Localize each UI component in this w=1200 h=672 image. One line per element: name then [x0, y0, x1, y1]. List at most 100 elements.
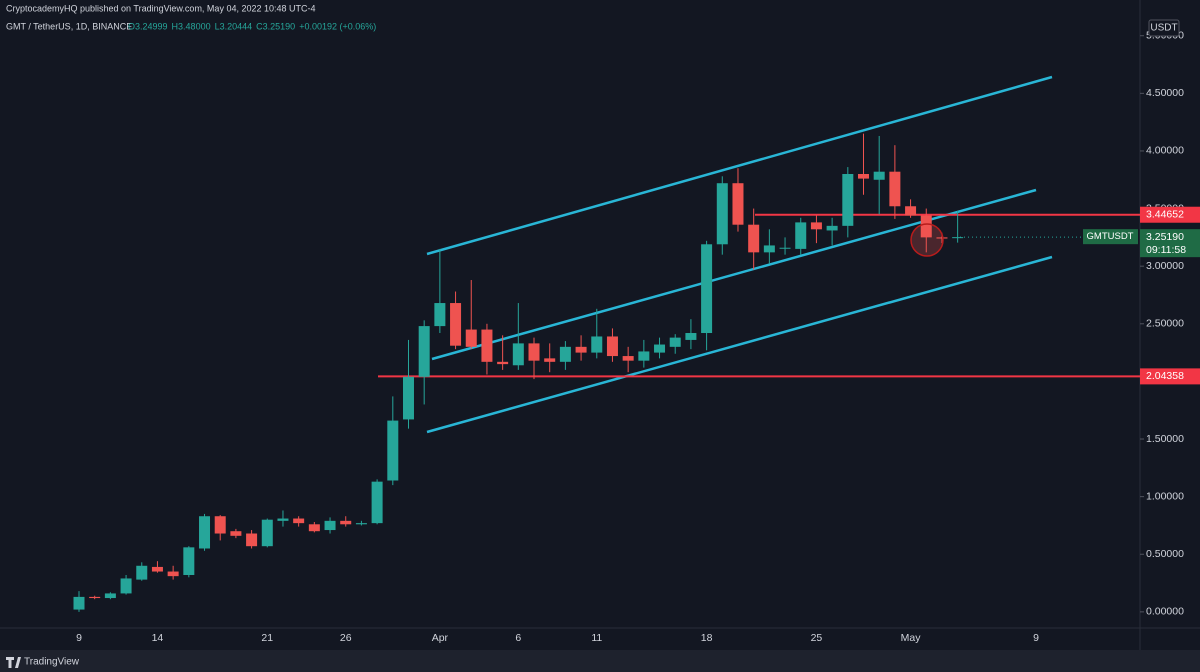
- candle-body: [575, 346, 587, 353]
- candle-body: [277, 518, 289, 521]
- price-axis: 0.000000.500001.000001.500002.000002.500…: [76, 30, 1200, 644]
- candle-body: [842, 173, 854, 226]
- candle-body: [355, 523, 367, 525]
- candle-body: [952, 237, 964, 239]
- symbol-label: GMTUSDT: [1087, 231, 1134, 242]
- x-tick-label: May: [901, 632, 922, 644]
- candle-body: [654, 344, 666, 353]
- candle-body: [701, 244, 713, 334]
- candle-body: [199, 516, 211, 549]
- candle-body: [324, 520, 336, 531]
- candle-body: [293, 518, 305, 524]
- ohlc-legend: O3.24999 H3.48000 L3.20444 C3.25190 +0.00192…: [128, 21, 376, 31]
- y-tick-label: 4.00000: [1146, 145, 1184, 157]
- candle-body: [151, 566, 163, 572]
- price-line-label: 3.44652: [1146, 209, 1184, 221]
- logo-text: TradingView: [24, 657, 80, 668]
- legend-value: +0.00192 (+0.06%): [299, 21, 376, 31]
- candle-body: [748, 224, 760, 253]
- candle-body: [544, 358, 556, 362]
- candle-body: [779, 247, 791, 249]
- x-tick-label: Apr: [432, 632, 449, 644]
- drawings: [426, 75, 1053, 434]
- candle-body: [230, 531, 242, 536]
- currency-label: USDT: [1150, 23, 1177, 34]
- price-line-label: 2.04358: [1146, 370, 1184, 382]
- y-tick-label: 4.50000: [1146, 87, 1184, 99]
- legend-value: H3.48000: [172, 21, 211, 31]
- last-price-box: [1140, 229, 1200, 258]
- candle-body: [606, 336, 618, 357]
- footer-bar: [0, 650, 1200, 672]
- candle-body: [512, 343, 524, 366]
- price-line-box: [1140, 206, 1200, 223]
- candle-body: [497, 361, 509, 365]
- publisher-line: CryptocademyHQ published on TradingView.…: [6, 3, 316, 13]
- candle-body: [669, 337, 681, 347]
- candle-body: [340, 520, 352, 525]
- candle-body: [214, 516, 226, 534]
- channel-middle: [431, 188, 1037, 361]
- x-tick-label: 9: [76, 632, 82, 644]
- candle-body: [858, 173, 869, 179]
- x-tick-label: 11: [591, 632, 602, 644]
- candle-body: [120, 578, 132, 594]
- candle-body: [936, 237, 948, 239]
- candle-body: [387, 420, 399, 481]
- candle-body: [371, 481, 383, 524]
- symbol-box: [1083, 229, 1138, 245]
- highlight-circle: [910, 223, 944, 257]
- candle-body: [716, 183, 728, 245]
- candle-body: [826, 225, 838, 231]
- x-tick-label: 18: [701, 632, 713, 644]
- candle-body: [183, 547, 195, 575]
- candle-body: [528, 343, 540, 361]
- candle-body: [810, 222, 822, 230]
- candle-body: [261, 519, 273, 547]
- candle-body: [450, 303, 462, 346]
- candle-body: [622, 356, 634, 361]
- x-tick-label: 21: [261, 632, 273, 644]
- candle-body: [873, 171, 885, 180]
- candle-body: [763, 245, 775, 253]
- candle-body: [905, 206, 917, 216]
- candle-body: [685, 333, 697, 340]
- x-tick-label: 6: [515, 632, 521, 644]
- candle-body: [136, 565, 148, 580]
- candle-body: [246, 533, 258, 547]
- candle-body: [104, 593, 116, 599]
- x-tick-label: 9: [1033, 632, 1039, 644]
- y-tick-label: 0.50000: [1146, 548, 1184, 560]
- candle-body: [418, 326, 430, 377]
- logo-icon: [6, 657, 21, 668]
- candle-body: [308, 524, 320, 532]
- candle-body: [402, 376, 414, 420]
- y-tick-label: 1.50000: [1146, 433, 1184, 445]
- candle-body: [591, 336, 603, 353]
- y-tick-label: 0.00000: [1146, 606, 1184, 618]
- y-tick-label: 1.00000: [1146, 490, 1184, 502]
- x-tick-label: 25: [811, 632, 823, 644]
- currency-box: [1148, 19, 1180, 37]
- candle-body: [559, 346, 571, 362]
- candle-body: [638, 351, 650, 361]
- countdown-label: 09:11:58: [1146, 244, 1186, 256]
- candle-body: [465, 329, 477, 347]
- x-tick-label: 14: [152, 632, 164, 644]
- candle-body: [795, 222, 807, 249]
- plot: [73, 133, 1140, 612]
- channel-lower: [426, 255, 1053, 434]
- candle-body: [89, 596, 101, 599]
- legend-value: O3.24999: [128, 21, 168, 31]
- symbol-line: GMT / TetherUS, 1D, BINANCE: [6, 21, 132, 31]
- y-tick-label: 2.50000: [1146, 318, 1184, 330]
- candle-body: [167, 571, 179, 577]
- footer-logo: TradingView: [6, 657, 80, 668]
- legend-value: C3.25190: [256, 21, 295, 31]
- legend-value: L3.20444: [215, 21, 253, 31]
- price-line-box: [1140, 368, 1200, 385]
- candle-body: [889, 171, 901, 207]
- y-tick-label: 3.00000: [1146, 260, 1184, 272]
